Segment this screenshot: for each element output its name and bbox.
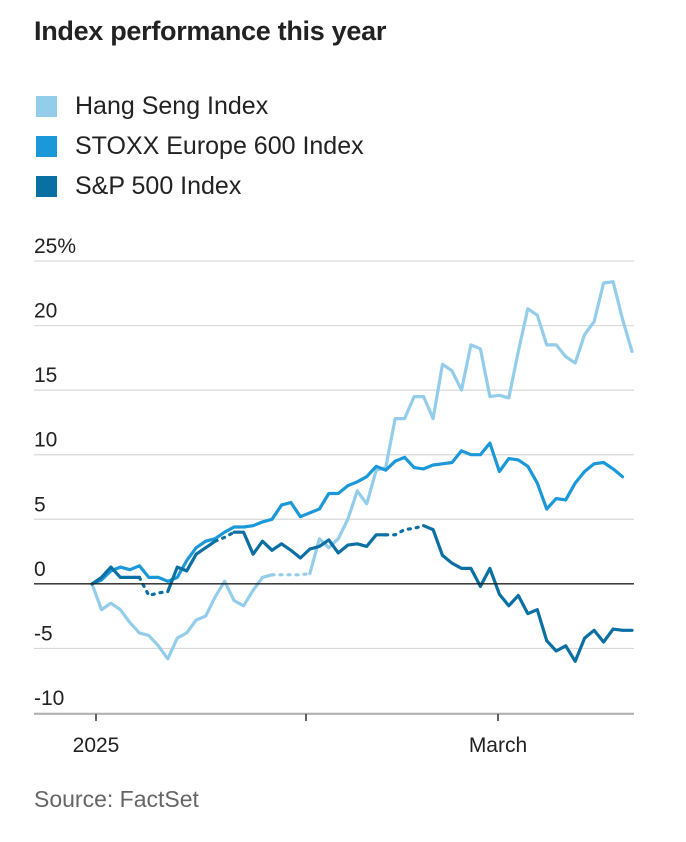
series-line-hang-seng-index [270, 571, 312, 577]
series-line-s-p-500-index [422, 524, 634, 663]
series-line-s-p-500-index [137, 575, 170, 598]
x-tick-label: 2025 [73, 734, 120, 757]
legend-item-hang-seng: Hang Seng Index [36, 86, 364, 126]
series-line-s-p-500-index [213, 530, 236, 543]
legend: Hang Seng Index STOXX Europe 600 Index S… [36, 86, 364, 206]
y-tick-label: -5 [34, 622, 53, 645]
legend-label-hang-seng: Hang Seng Index [75, 91, 269, 120]
chart-title: Index performance this year [34, 16, 387, 46]
legend-swatch-hang-seng [36, 95, 57, 117]
y-tick-label: 15 [34, 364, 57, 387]
series-line-s-p-500-index [384, 524, 426, 537]
y-tick-label: 25% [34, 235, 76, 258]
y-tick-label: -10 [34, 687, 64, 710]
series-line-s-p-500-index [232, 530, 388, 560]
legend-swatch-stoxx [36, 135, 57, 157]
y-tick-label: 0 [34, 558, 46, 581]
series-line-s-p-500-index [90, 565, 141, 586]
source-note: Source: FactSet [34, 786, 199, 812]
y-tick-label: 5 [34, 493, 46, 516]
series-line-s-p-500-index [166, 539, 217, 594]
y-tick-label: 20 [34, 300, 57, 323]
legend-item-stoxx: STOXX Europe 600 Index [36, 126, 364, 166]
series-line-hang-seng-index [308, 280, 634, 576]
legend-swatch-sp500 [36, 175, 57, 197]
legend-label-sp500: S&P 500 Index [75, 171, 242, 200]
legend-label-stoxx: STOXX Europe 600 Index [75, 131, 364, 160]
series-line-hang-seng-index [90, 573, 274, 661]
y-tick-label: 10 [34, 429, 57, 452]
legend-item-sp500: S&P 500 Index [36, 166, 364, 206]
x-tick-label: March [469, 734, 527, 757]
series-line-stoxx-europe-600-index [90, 441, 625, 586]
